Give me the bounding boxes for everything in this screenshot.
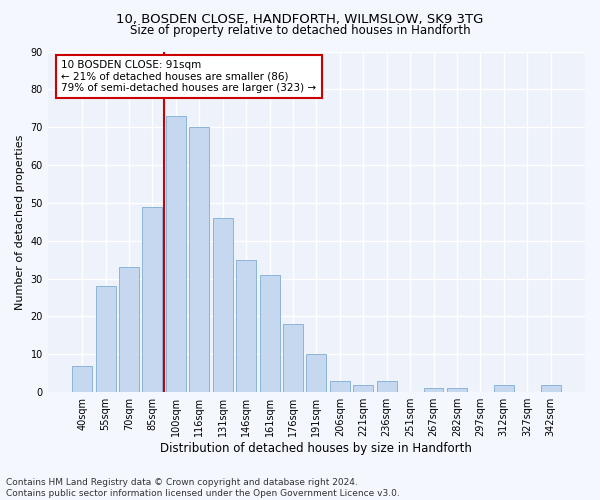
- Bar: [353, 384, 373, 392]
- Text: Size of property relative to detached houses in Handforth: Size of property relative to detached ho…: [130, 24, 470, 37]
- Bar: [424, 388, 443, 392]
- Bar: [95, 286, 116, 392]
- Bar: [283, 324, 303, 392]
- Y-axis label: Number of detached properties: Number of detached properties: [15, 134, 25, 310]
- Bar: [307, 354, 326, 392]
- Bar: [236, 260, 256, 392]
- Bar: [213, 218, 233, 392]
- Bar: [541, 384, 560, 392]
- Bar: [72, 366, 92, 392]
- Text: Contains HM Land Registry data © Crown copyright and database right 2024.
Contai: Contains HM Land Registry data © Crown c…: [6, 478, 400, 498]
- Bar: [119, 268, 139, 392]
- Bar: [142, 206, 163, 392]
- Bar: [260, 275, 280, 392]
- Bar: [494, 384, 514, 392]
- Bar: [330, 381, 350, 392]
- Bar: [447, 388, 467, 392]
- Text: 10, BOSDEN CLOSE, HANDFORTH, WILMSLOW, SK9 3TG: 10, BOSDEN CLOSE, HANDFORTH, WILMSLOW, S…: [116, 12, 484, 26]
- Text: 10 BOSDEN CLOSE: 91sqm
← 21% of detached houses are smaller (86)
79% of semi-det: 10 BOSDEN CLOSE: 91sqm ← 21% of detached…: [61, 60, 316, 93]
- Bar: [377, 381, 397, 392]
- X-axis label: Distribution of detached houses by size in Handforth: Distribution of detached houses by size …: [160, 442, 472, 455]
- Bar: [166, 116, 186, 392]
- Bar: [190, 127, 209, 392]
